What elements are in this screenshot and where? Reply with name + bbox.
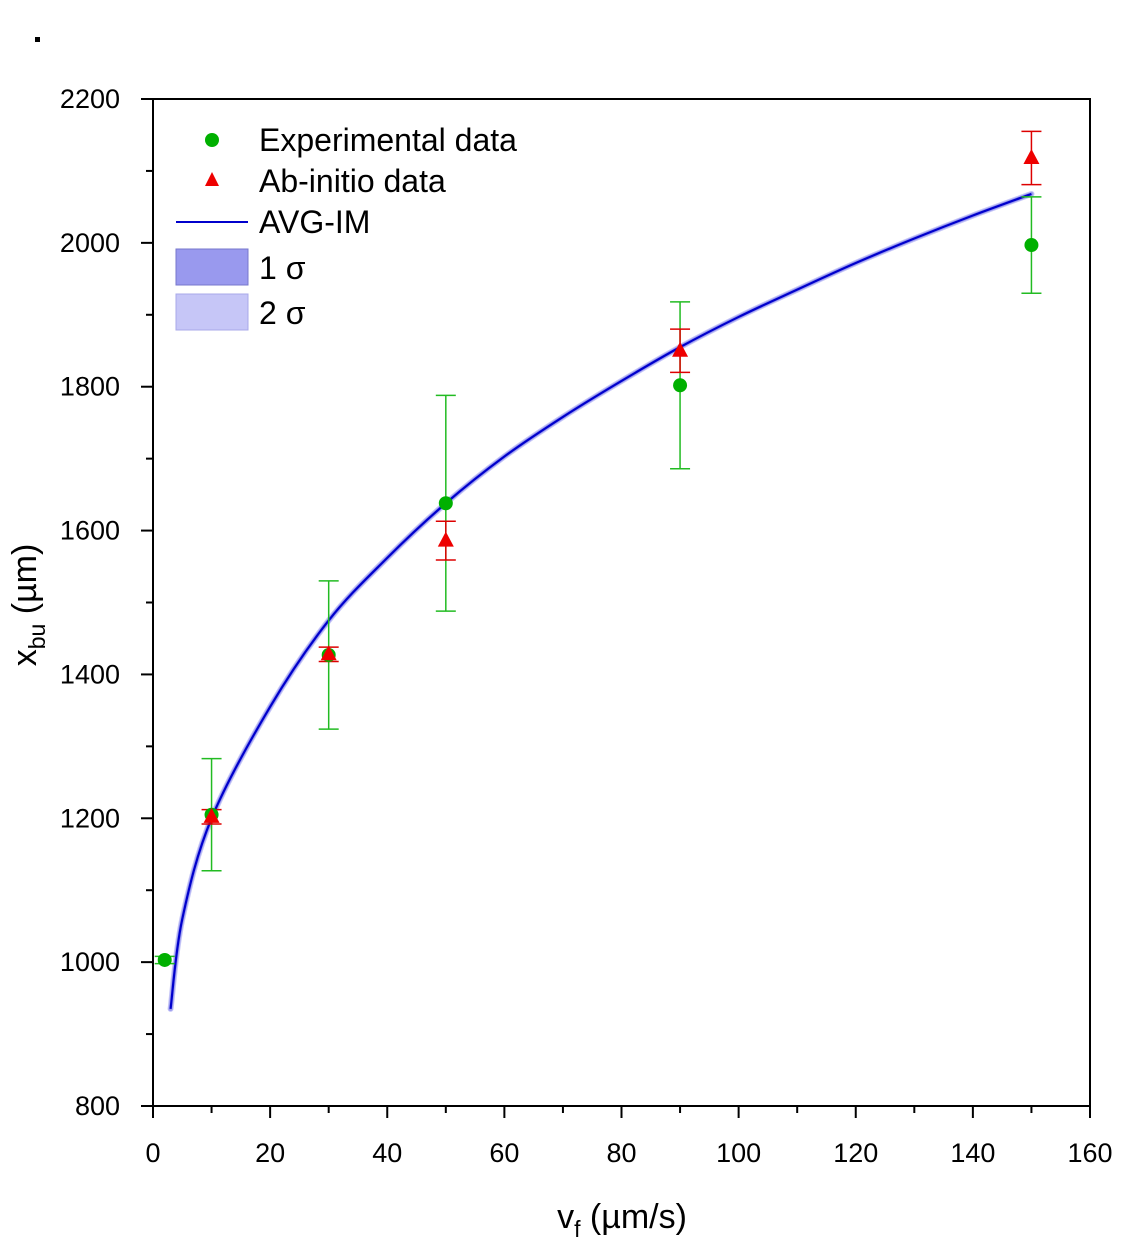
y-tick-label: 800 (75, 1091, 120, 1121)
x-tick-label: 40 (372, 1138, 402, 1168)
x-tick-label: 120 (833, 1138, 878, 1168)
y-tick-label: 1600 (60, 516, 120, 546)
corner-dot (35, 37, 40, 42)
x-tick-label: 0 (145, 1138, 160, 1168)
experimental-point (157, 952, 172, 967)
y-tick-label: 1800 (60, 372, 120, 402)
abinitio-point (437, 531, 454, 547)
y-tick-label: 1200 (60, 803, 120, 833)
y-tick-label: 1400 (60, 659, 120, 689)
abinitio-point (672, 341, 689, 357)
y-axis-label: xbu (µm) (6, 544, 50, 667)
legend-experimental-marker (205, 133, 219, 147)
y-tick-label: 2200 (60, 84, 120, 114)
y-tick-label: 1000 (60, 947, 120, 977)
legend-1sigma-swatch (175, 248, 249, 286)
x-tick-label: 100 (716, 1138, 761, 1168)
experimental-point (438, 496, 453, 511)
legend-2sigma-swatch (175, 293, 249, 331)
abinitio-point (320, 645, 337, 661)
legend-2sigma-label: 2 σ (259, 295, 306, 331)
x-tick-label: 60 (489, 1138, 519, 1168)
legend-abinitio-marker (205, 172, 219, 186)
x-tick-label: 20 (255, 1138, 285, 1168)
x-tick-label: 80 (606, 1138, 636, 1168)
abinitio-point (1023, 148, 1040, 164)
abinitio-point (203, 807, 220, 823)
x-axis-label: vf (µm/s) (557, 1198, 687, 1242)
y-tick-label: 2000 (60, 228, 120, 258)
experimental-point (1024, 238, 1039, 253)
x-tick-label: 140 (950, 1138, 995, 1168)
legend-abinitio-label: Ab-initio data (259, 163, 446, 199)
legend-experimental-label: Experimental data (259, 122, 517, 158)
legend-avgim-label: AVG-IM (259, 204, 370, 240)
legend-1sigma-label: 1 σ (259, 250, 306, 286)
legend: Experimental data Ab-initio data AVG-IM … (175, 122, 517, 331)
x-tick-label: 160 (1067, 1138, 1112, 1168)
avg-im-curve (169, 192, 1032, 1010)
experimental-point (673, 378, 688, 393)
